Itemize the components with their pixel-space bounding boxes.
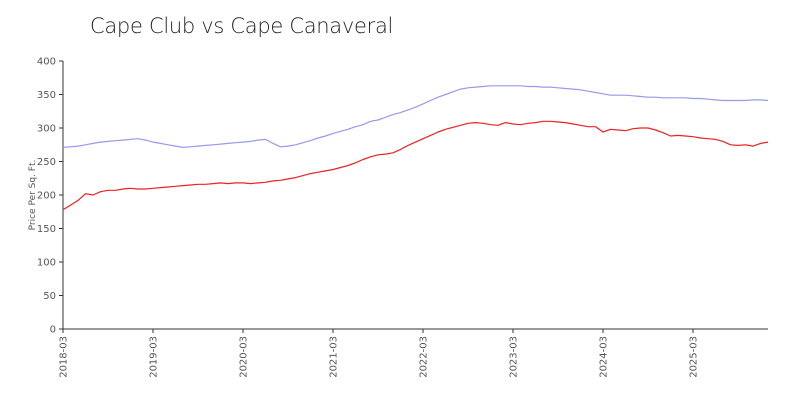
- series-line-2: [62, 120, 769, 211]
- chart-series-lines: [62, 85, 769, 211]
- chart-title: Cape Club vs Cape Canaveral: [90, 14, 394, 38]
- y-tick-label: 250: [37, 157, 56, 168]
- x-tick-label: 2023-03: [509, 336, 520, 378]
- y-tick-label: 100: [37, 258, 56, 269]
- series-line-1: [62, 85, 769, 148]
- y-axis-label: Price Per Sq. Ft.: [28, 160, 38, 231]
- x-tick-label: 2022-03: [419, 336, 430, 378]
- y-tick-label: 150: [37, 224, 56, 235]
- x-tick-label: 2020-03: [239, 336, 250, 378]
- chart-axes: 0 50 100 150 200 250 300 350 400 Price Per Sq. Ft…: [28, 57, 768, 378]
- y-tick-label: 0: [50, 325, 56, 336]
- y-tick-label: 300: [37, 124, 56, 135]
- y-tick-label: 350: [37, 90, 56, 101]
- x-tick-label: 2021-03: [329, 336, 340, 378]
- x-tick-label: 2019-03: [149, 336, 160, 378]
- y-tick-label: 200: [37, 191, 56, 202]
- x-tick-label: 2018-03: [59, 336, 70, 378]
- y-tick-label: 400: [37, 57, 56, 68]
- x-tick-label: 2024-03: [599, 336, 610, 378]
- y-tick-label: 50: [43, 291, 56, 302]
- x-tick-label: 2025-03: [689, 336, 700, 378]
